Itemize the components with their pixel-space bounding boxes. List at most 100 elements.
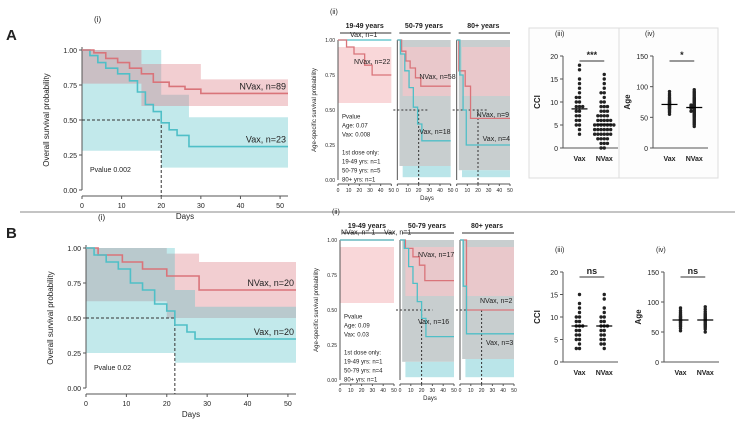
y-tick-label: 0 [644, 146, 648, 153]
x-tick-label: 50 [389, 188, 395, 194]
age-group: 50-79 years 0 10 20 30 40 50 NVax, n=58 Vax, n=1… [393, 23, 456, 194]
ci-band [405, 361, 454, 378]
data-point [692, 124, 696, 129]
x-tick-label: 0 [84, 401, 88, 408]
x-tick-label: 0 [459, 388, 462, 394]
x-tick-label: 40 [437, 188, 443, 194]
data-point [602, 95, 606, 100]
y-tick-label: 5 [554, 338, 558, 345]
survival-line [400, 239, 454, 282]
data-point [602, 328, 606, 333]
age-group: 80+ years 0 10 20 30 40 50 NVax, n=2 Vax, n=3 [456, 223, 517, 394]
data-point [678, 329, 683, 333]
pvalue-text: Pvalue 0.02 [94, 365, 131, 372]
y-tick-label: 0.50 [327, 308, 337, 314]
x-tick-label: 10 [405, 188, 411, 194]
y-tick-label: 0.50 [325, 108, 335, 114]
data-point [574, 104, 578, 109]
series-label: NVax, n=17 [418, 252, 454, 259]
data-point [592, 132, 597, 136]
x-tick-label: 30 [370, 388, 376, 394]
category-label: Vax [674, 370, 686, 377]
y-tick-label: 15 [550, 77, 558, 84]
y-tick-label: 0 [554, 360, 558, 367]
y-tick-label: 0.25 [325, 143, 335, 149]
series-label: NVax, n=22 [354, 59, 390, 66]
data-point [577, 86, 582, 90]
data-point [577, 81, 582, 86]
data-point [608, 132, 613, 136]
dose-note: 50-79 yrs: n=5 [342, 168, 381, 174]
data-point [608, 118, 613, 123]
x-tick-label: 10 [346, 188, 352, 194]
series-label: NVax, n=2 [480, 298, 512, 305]
y-tick-label: 10 [550, 315, 558, 322]
data-point [599, 333, 603, 337]
y-axis-title: CCI [533, 95, 542, 109]
data-point [605, 118, 610, 123]
data-point [667, 112, 672, 116]
survival-line [338, 39, 392, 76]
significance-label: ns [587, 266, 598, 276]
data-point [599, 141, 603, 146]
series-label: NVax, n=89 [239, 81, 286, 91]
data-point [599, 328, 603, 333]
x-tick-label: 10 [122, 401, 130, 408]
dotplot-B-iii: (iii) 0 5 10 15 20 CCI Vax NVax ns [533, 247, 618, 377]
data-point [574, 123, 578, 127]
data-point [602, 346, 606, 351]
ci-band [402, 47, 451, 96]
y-tick-label: 1.00 [327, 238, 337, 244]
pvalue-line: Age: 0.07 [342, 123, 368, 129]
ci-band [402, 166, 451, 178]
y-tick-label: 10 [550, 100, 558, 107]
km-A-i: A (i) 0.00 0.25 0.50 0.75 1.00 0 10 20 30 40 50 Days O… [6, 15, 288, 221]
x-tick-label: 0 [339, 388, 342, 394]
y-axis-title: Overall survival probability [42, 73, 51, 166]
data-point [599, 104, 603, 109]
data-point [599, 319, 603, 324]
data-point [678, 326, 683, 331]
y-axis-title: Overall survival probability [46, 271, 55, 364]
x-tick-label: 20 [163, 401, 171, 408]
x-tick-label: 50 [276, 203, 284, 210]
data-point [599, 132, 603, 136]
x-tick-label: 30 [427, 188, 433, 194]
data-point [602, 315, 606, 319]
panel-letter: B [6, 225, 17, 242]
category-label: Vax [663, 156, 675, 163]
series-label: Vax, n=18 [419, 129, 450, 136]
data-point [574, 114, 578, 118]
series-label: Vax, n=20 [254, 327, 294, 337]
y-tick-label: 0.00 [63, 188, 77, 195]
series-label: Vax, n=4 [483, 136, 510, 143]
age-group: 50-79 years 0 10 20 30 40 50 NVax, n=17 Vax, n=1… [396, 223, 457, 394]
y-tick-label: 15 [550, 293, 558, 300]
data-point [602, 77, 606, 81]
data-point [602, 297, 606, 301]
data-point [577, 342, 582, 346]
data-point [602, 306, 606, 310]
x-tick-label: 30 [486, 188, 492, 194]
data-point [574, 328, 578, 333]
pvalue-line: Vax: 0.008 [342, 132, 371, 138]
data-point [599, 315, 603, 319]
y-tick-label: 50 [651, 330, 659, 337]
ci-band [86, 248, 296, 363]
age-group: 80+ years 0 10 20 30 40 50 NVax, n=9 Vax, n=4 [452, 23, 513, 194]
x-axis-title: Days [420, 196, 434, 202]
y-tick-label: 0.50 [63, 118, 77, 125]
data-point [577, 95, 582, 100]
x-tick-label: 40 [497, 188, 503, 194]
data-point [577, 319, 582, 324]
data-point [602, 72, 606, 77]
y-tick-label: 0.00 [325, 178, 335, 184]
ci-band [82, 50, 288, 168]
dose-note: 50-79 yrs: n=4 [344, 368, 383, 374]
panel-sublabel: (i) [98, 213, 105, 222]
panel-sublabel: (iv) [645, 31, 655, 38]
data-point [596, 137, 600, 141]
data-point [574, 315, 578, 319]
agepanel-A-ii: (ii) 19-49 years 0 10 20 30 40 50 Vax, n=1 NVax, … [312, 9, 513, 202]
series-label: NVax, n= 1 [341, 229, 375, 236]
